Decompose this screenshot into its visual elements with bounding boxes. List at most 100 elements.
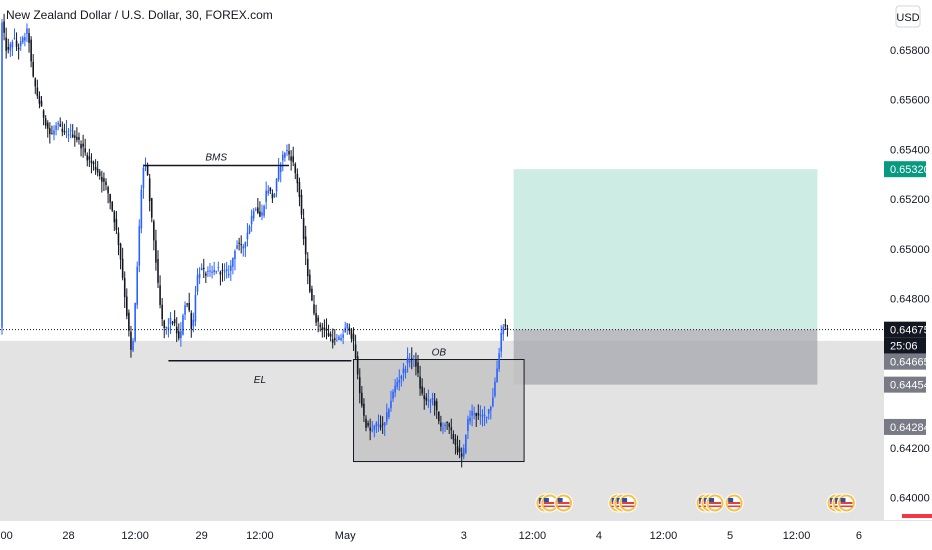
candle-body bbox=[504, 324, 507, 327]
candle-body bbox=[471, 411, 473, 416]
economic-event-flag[interactable] bbox=[724, 493, 744, 513]
candle-body bbox=[365, 418, 367, 428]
candle-body bbox=[248, 226, 251, 234]
candle-body bbox=[500, 332, 502, 352]
candle-body bbox=[354, 344, 357, 359]
candle-body bbox=[86, 155, 89, 161]
candle-body bbox=[49, 128, 51, 135]
candle-body bbox=[13, 37, 16, 39]
currency-button[interactable] bbox=[895, 5, 921, 28]
candle-body bbox=[282, 154, 284, 161]
candle-body bbox=[348, 327, 351, 331]
candle-body bbox=[211, 271, 213, 273]
candle-body bbox=[221, 269, 224, 271]
flag-stripe bbox=[709, 505, 722, 508]
economic-event-flag[interactable] bbox=[618, 493, 638, 513]
candle-body bbox=[107, 187, 109, 194]
candle-body bbox=[340, 337, 342, 341]
candle-body bbox=[400, 376, 403, 379]
candle-body bbox=[440, 422, 442, 427]
candle-body bbox=[223, 271, 226, 273]
candle-body bbox=[153, 221, 155, 241]
economic-event-flag[interactable] bbox=[836, 493, 856, 513]
flag-canton bbox=[543, 498, 549, 502]
candle-body bbox=[315, 313, 317, 323]
candle-body bbox=[371, 430, 374, 432]
candle-body bbox=[136, 266, 138, 305]
plot-area[interactable]: BMS EL OB bbox=[0, 13, 884, 520]
candle-body bbox=[7, 47, 10, 50]
candle-body bbox=[192, 319, 195, 326]
price-tag-bg bbox=[884, 418, 926, 435]
candle-body bbox=[40, 100, 43, 107]
candle-body bbox=[483, 414, 486, 416]
candle-body bbox=[9, 44, 12, 51]
candle-body bbox=[90, 160, 93, 164]
candle-body bbox=[140, 189, 143, 229]
price-tag: 0.64454 bbox=[884, 376, 930, 393]
economic-event-flag[interactable] bbox=[554, 493, 574, 513]
candle-body bbox=[200, 268, 203, 270]
candle-body bbox=[498, 353, 500, 370]
price-axis[interactable]: USD 0.65800 0.65600 0.65400 0.65200 0.65000 0… bbox=[884, 0, 932, 520]
candle-body bbox=[63, 131, 66, 133]
candle-body bbox=[238, 242, 240, 244]
price-tag-bg bbox=[884, 376, 926, 393]
candle-body bbox=[78, 137, 80, 140]
candle-body bbox=[300, 194, 303, 215]
candle-body bbox=[17, 47, 20, 50]
candle-body bbox=[288, 151, 290, 155]
candle-body bbox=[157, 259, 159, 283]
candle-body bbox=[242, 246, 245, 249]
candle-body bbox=[433, 400, 436, 406]
candle-body bbox=[292, 156, 294, 163]
candle-body bbox=[383, 422, 386, 427]
candle-body bbox=[5, 37, 7, 51]
candle-body bbox=[302, 218, 305, 239]
candle-body bbox=[240, 244, 242, 246]
time-tick-label: 6 bbox=[856, 530, 862, 542]
candle-body bbox=[475, 413, 478, 417]
candle-body bbox=[32, 61, 34, 77]
candle-body bbox=[96, 168, 99, 173]
time-tick-label: 12:00 bbox=[650, 530, 678, 542]
candle-body bbox=[155, 240, 157, 263]
candle-body bbox=[119, 243, 122, 260]
candle-body bbox=[163, 320, 166, 329]
chart-title: New Zealand Dollar / U.S. Dollar, 30, FO… bbox=[6, 8, 273, 22]
candle-body bbox=[398, 379, 401, 383]
flag-stripe bbox=[622, 502, 635, 504]
candle-body bbox=[309, 274, 311, 292]
candle-body bbox=[150, 198, 153, 218]
candle-body bbox=[429, 400, 432, 403]
candle-body bbox=[446, 421, 448, 423]
candle-body bbox=[188, 302, 190, 311]
economic-event-flag[interactable] bbox=[540, 493, 560, 513]
candle-body bbox=[178, 331, 180, 339]
candle-body bbox=[338, 336, 340, 341]
candle-body bbox=[28, 33, 30, 43]
candle-body bbox=[473, 413, 475, 415]
candle-body bbox=[363, 403, 365, 416]
candle-body bbox=[51, 133, 53, 135]
event-flags-layer[interactable] bbox=[535, 493, 856, 513]
candle-body bbox=[396, 381, 398, 387]
candle-body bbox=[61, 128, 64, 132]
candle-body bbox=[352, 333, 355, 341]
time-axis[interactable]: 2:00 28 12:00 29 12:00 May 3 12:00 4 12:00 5 12:00 6 bbox=[0, 520, 932, 543]
candle-body bbox=[273, 193, 276, 198]
price-tick-label: 0.64800 bbox=[890, 294, 930, 306]
candle-body bbox=[94, 166, 97, 170]
flag-stripe bbox=[728, 505, 741, 508]
stop-zone bbox=[513, 329, 818, 385]
candle-body bbox=[142, 167, 145, 189]
candle-body bbox=[186, 303, 188, 305]
candle-body bbox=[327, 332, 330, 336]
flag-stripe bbox=[728, 502, 741, 504]
candle-body bbox=[196, 275, 199, 292]
economic-event-flag[interactable] bbox=[705, 493, 725, 513]
candle-body bbox=[485, 416, 488, 419]
candle-body bbox=[267, 190, 270, 194]
candle-body bbox=[458, 448, 461, 453]
